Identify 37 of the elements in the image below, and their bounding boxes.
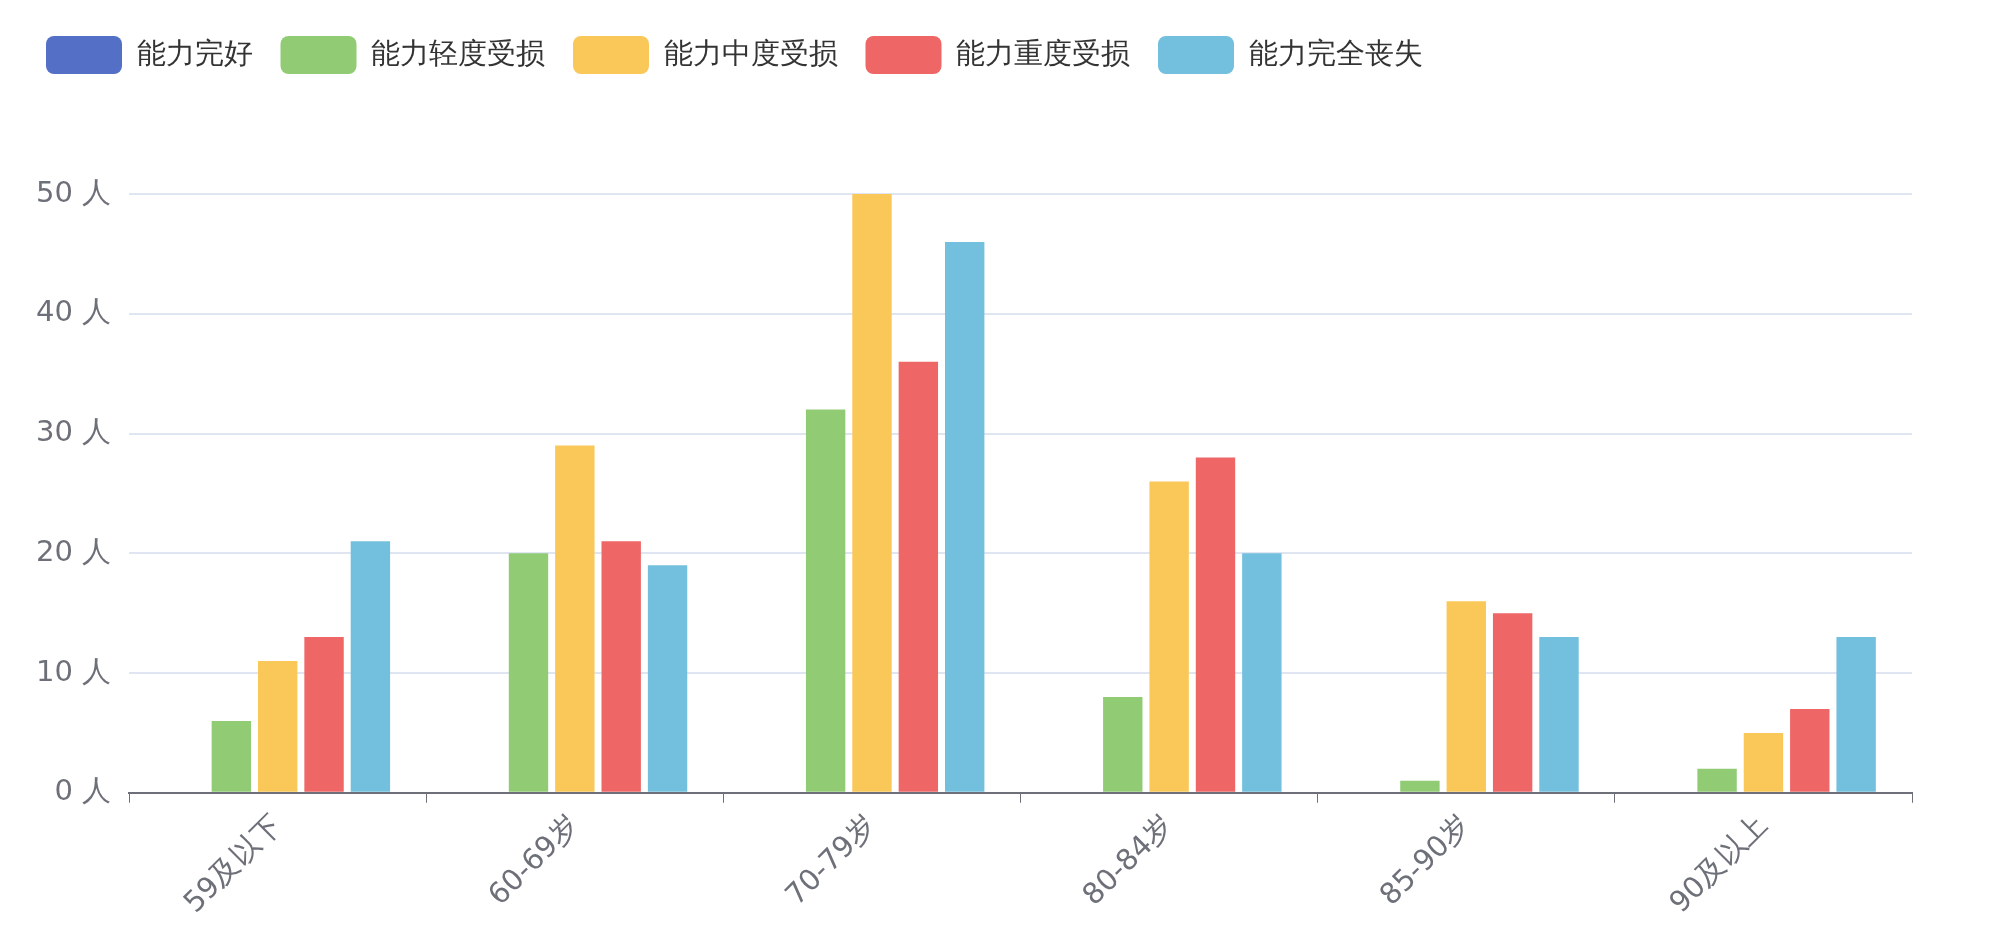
legend-label: 能力完好 [136,35,253,70]
y-tick-label: 30 人 [35,414,112,449]
x-tick-label: 59及以下 [176,807,288,919]
bar [647,565,688,792]
bar [1149,481,1189,792]
bar [257,661,298,792]
bar [350,541,391,792]
bar [1242,553,1282,792]
y-tick-label: 40 人 [35,294,112,329]
bar [601,541,641,792]
bar [805,409,846,792]
y-tick-label: 10 人 [35,653,112,688]
legend-label: 能力轻度受损 [371,35,545,70]
y-tick-label: 20 人 [35,533,112,568]
bar [1836,637,1876,792]
bar [1743,732,1784,792]
y-tick-label: 50 人 [35,174,112,209]
bar [1446,601,1486,792]
bar [555,445,595,792]
bar [1195,457,1236,792]
legend-label: 能力中度受损 [663,35,838,70]
legend-label: 能力完全丧失 [1248,35,1423,70]
y-tick-label: 0 人 [54,773,112,808]
bar [1697,768,1737,792]
bar [304,637,344,792]
x-tick-label: 90及以上 [1662,807,1774,919]
bar [852,194,892,792]
bar [1790,708,1830,792]
legend-label: 能力重度受损 [956,35,1130,70]
bar [508,553,549,792]
bar [898,361,939,792]
bar [945,241,985,792]
bar [1539,637,1579,792]
bar [1400,780,1440,792]
bar [1492,613,1533,792]
bar [211,720,252,792]
bar [1103,696,1143,792]
